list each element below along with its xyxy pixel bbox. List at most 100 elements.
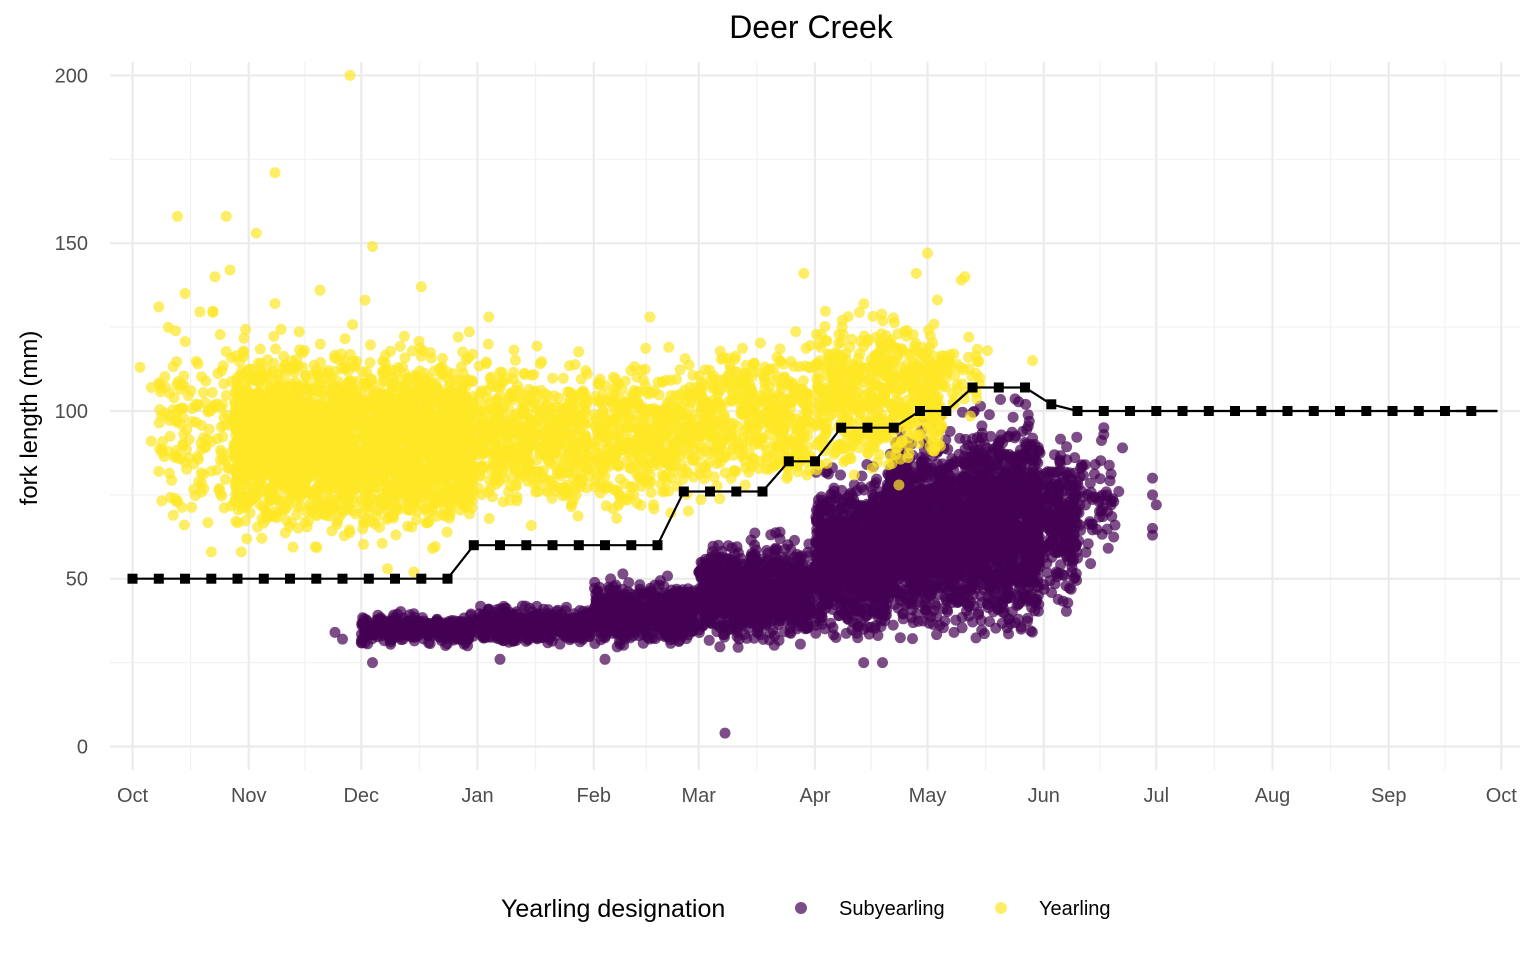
data-point <box>931 629 943 641</box>
data-point <box>828 482 840 494</box>
data-point <box>924 494 936 505</box>
data-point <box>658 580 670 592</box>
data-point <box>741 596 753 608</box>
data-point <box>933 565 945 577</box>
data-point <box>906 612 918 624</box>
data-point <box>855 481 867 493</box>
data-point <box>755 569 767 581</box>
data-point <box>747 555 759 567</box>
data-point <box>731 631 743 643</box>
data-point <box>679 599 691 610</box>
data-point <box>773 615 785 627</box>
data-point <box>617 568 629 580</box>
data-point <box>601 626 613 638</box>
data-point <box>360 624 372 636</box>
data-point <box>551 609 562 621</box>
data-point <box>609 604 621 616</box>
data-point <box>782 539 794 551</box>
data-point <box>811 516 823 528</box>
data-point <box>698 607 710 619</box>
data-point <box>797 618 809 630</box>
data-point <box>827 622 839 634</box>
data-point <box>564 620 576 632</box>
data-point <box>868 606 880 618</box>
data-points <box>134 69 1162 739</box>
data-point <box>828 586 840 598</box>
data-point <box>418 615 430 627</box>
data-point <box>886 499 898 511</box>
data-point <box>897 511 909 523</box>
data-point <box>851 627 863 639</box>
data-point <box>901 528 913 540</box>
data-point <box>578 621 590 633</box>
data-point <box>590 607 601 619</box>
data-point <box>880 609 892 621</box>
data-point <box>855 586 867 598</box>
data-point <box>411 623 423 635</box>
data-point <box>500 602 512 614</box>
data-point <box>396 622 408 634</box>
data-point <box>899 539 911 551</box>
data-point <box>714 641 726 653</box>
data-point <box>483 631 495 643</box>
data-point <box>452 625 464 637</box>
data-point <box>884 529 896 541</box>
data-point <box>703 634 715 646</box>
data-point <box>756 597 768 609</box>
data-point <box>768 588 780 600</box>
data-point <box>865 481 877 493</box>
data-point <box>916 569 928 581</box>
data-point <box>770 542 782 554</box>
data-point <box>931 466 943 478</box>
data-point <box>790 579 802 591</box>
data-point <box>882 567 894 579</box>
data-point <box>671 618 683 630</box>
data-point <box>846 596 858 608</box>
data-point <box>830 553 842 565</box>
data-point <box>603 581 615 593</box>
data-point <box>983 409 995 421</box>
data-point <box>924 539 936 551</box>
data-point <box>737 582 749 594</box>
data-point <box>788 563 800 575</box>
data-point <box>745 534 757 546</box>
data-point <box>792 603 804 615</box>
data-point <box>909 506 921 518</box>
data-point <box>922 554 934 566</box>
data-point <box>929 597 941 609</box>
data-point <box>384 615 396 627</box>
data-point <box>646 627 658 639</box>
data-point <box>720 569 732 581</box>
data-point <box>499 634 511 646</box>
data-point <box>774 526 786 538</box>
data-point <box>440 640 452 651</box>
data-point <box>934 582 946 594</box>
data-point <box>834 513 846 525</box>
data-point <box>375 612 387 624</box>
data-point <box>816 611 828 623</box>
data-point <box>810 627 822 639</box>
data-point <box>694 588 706 600</box>
data-point <box>866 500 878 512</box>
data-point <box>833 531 845 543</box>
data-point <box>901 493 913 505</box>
data-point <box>683 621 694 633</box>
data-point <box>842 503 853 515</box>
data-point <box>940 494 952 506</box>
data-point <box>906 579 918 591</box>
data-point <box>922 507 934 519</box>
data-point <box>813 552 825 564</box>
data-point <box>504 622 516 634</box>
data-point <box>841 492 853 504</box>
data-point <box>826 543 838 555</box>
data-point <box>939 615 951 627</box>
data-point <box>751 626 763 638</box>
data-point <box>810 504 822 516</box>
data-point <box>634 583 646 595</box>
data-point <box>869 622 881 634</box>
data-point <box>629 615 641 627</box>
data-point <box>624 591 636 603</box>
data-point <box>943 470 955 481</box>
data-point <box>865 582 877 593</box>
